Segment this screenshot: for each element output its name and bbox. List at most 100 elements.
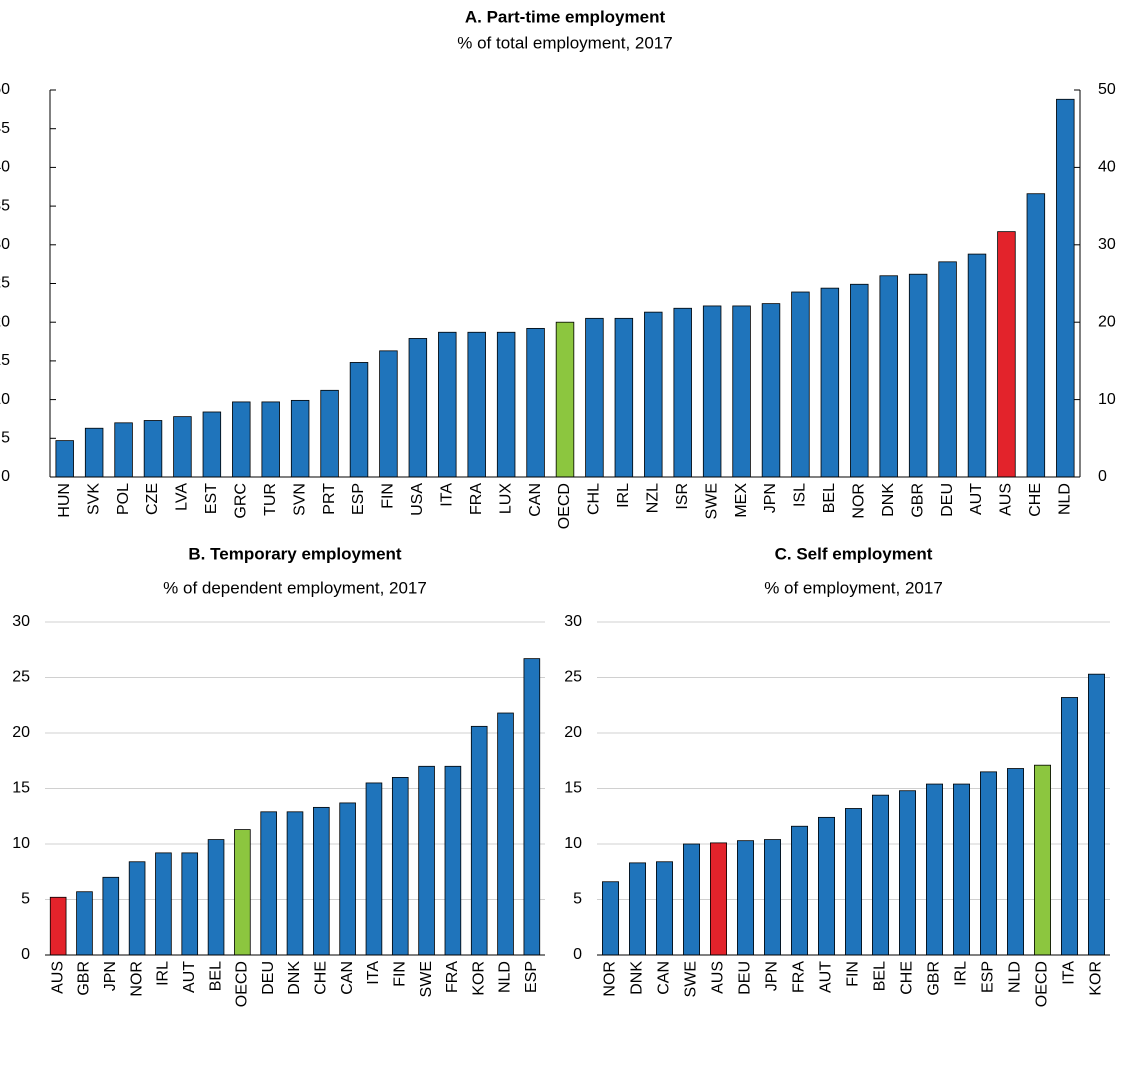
x-tick-label: ISR [674,483,691,510]
bar [818,816,836,956]
y2-tick-label: 40 [1098,159,1116,176]
y-tick-label: 5 [573,891,582,908]
x-tick-label: JPN [764,961,781,991]
y-tick-label: 15 [564,780,582,797]
bar [438,331,457,478]
x-tick-label: CHL [586,483,603,515]
x-tick-label: DNK [880,483,897,517]
bar [313,806,330,956]
x-tick-label: NLD [1007,961,1024,993]
x-tick-label: EST [203,483,220,514]
x-tick-label: TUR [262,483,279,516]
y-tick-label: 35 [0,197,10,214]
x-tick-label: JPN [102,961,119,991]
x-tick-label: DNK [286,961,303,995]
x-tick-label: NZL [645,483,662,513]
y2-tick-label: 30 [1098,236,1116,253]
x-tick-label: FRA [444,961,461,993]
bar [791,825,809,956]
bar [261,401,280,478]
bar [938,261,957,478]
x-tick-label: ITA [1061,961,1078,985]
x-tick-label: DEU [939,483,956,517]
bar [1026,193,1046,478]
x-tick-label: LVA [174,483,191,511]
y-tick-label: 45 [0,120,10,137]
bar [644,311,663,478]
bar [391,777,409,956]
x-tick-label: BEL [207,961,224,991]
bar [926,783,944,956]
bar [980,771,998,956]
x-tick-label: MEX [733,483,750,518]
bar [102,876,120,956]
x-tick-label: AUT [968,483,985,515]
y-tick-label: 10 [0,391,10,408]
x-tick-label: IRL [953,961,970,986]
bar [76,891,93,956]
bar [850,283,869,478]
y-tick-label: 10 [12,835,30,852]
x-tick-label: POL [115,483,132,515]
bar [1056,98,1075,478]
x-tick-label: SWE [703,483,720,519]
x-tick-label: SVN [291,483,308,516]
x-tick-label: CZE [144,483,161,515]
bar [181,852,199,956]
bar [1034,764,1052,956]
x-tick-label: CAN [656,961,673,995]
bar [497,712,514,956]
bar [629,862,647,956]
x-tick-label: NOR [602,961,619,997]
bar [232,401,251,478]
bar [908,273,928,478]
x-tick-label: AUS [710,961,727,994]
bar [202,411,222,478]
bar [732,305,751,478]
x-tick-label: JPN [762,483,779,513]
chart-subtitle: % of employment, 2017 [764,578,943,597]
y-tick-label: 0 [573,946,582,963]
bar [234,829,251,956]
y-tick-label: 5 [1,430,10,447]
y-tick-label: 0 [21,946,30,963]
x-tick-label: OECD [1034,961,1051,1007]
bar [614,317,634,478]
bar [260,811,277,956]
bar [656,861,674,956]
y-tick-label: 25 [564,669,582,686]
chart-title: B. Temporary employment [188,544,402,563]
x-tick-label: FRA [791,961,808,993]
bar [1061,697,1079,956]
bar [155,852,172,956]
bar [602,881,620,956]
x-tick-label: ESP [980,961,997,993]
y-tick-label: 40 [0,159,10,176]
x-tick-label: NOR [128,961,145,997]
x-tick-label: SWE [418,961,435,997]
bar [523,658,541,956]
y-tick-label: 20 [0,313,10,330]
bar [365,782,383,956]
x-tick-label: AUT [181,961,198,993]
x-tick-label: DNK [629,961,646,995]
bar [143,420,163,478]
y-tick-label: 5 [21,891,30,908]
bar [899,790,917,956]
y-tick-label: 20 [12,724,30,741]
bar [683,843,701,956]
bar [1088,673,1106,956]
x-tick-label: HUN [56,483,73,518]
x-tick-label: KOR [470,961,487,996]
x-tick-label: CHE [899,961,916,995]
bar [418,765,435,956]
bar [444,765,462,956]
bar [349,362,369,478]
x-tick-label: AUS [49,961,66,994]
bar [791,291,810,478]
x-tick-label: FIN [380,483,397,509]
bar [764,839,782,956]
bar [585,317,604,478]
bar [114,422,133,478]
